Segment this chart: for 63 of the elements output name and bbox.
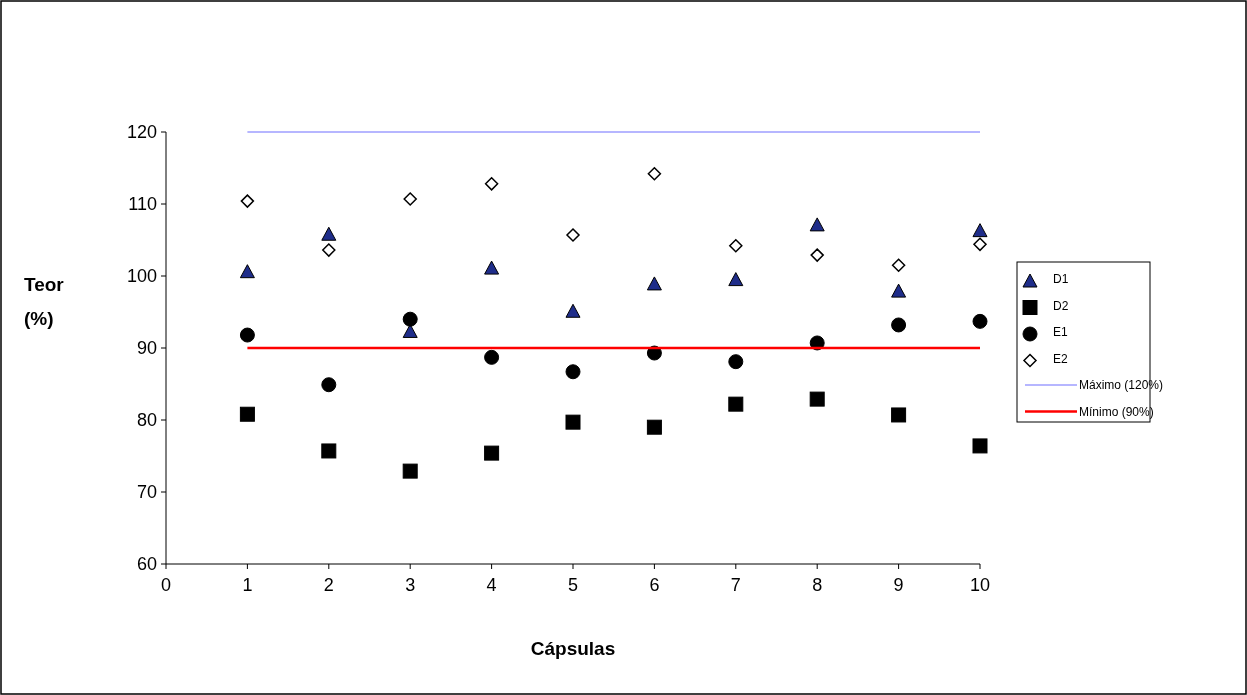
- point: [891, 258, 906, 272]
- point: [321, 377, 337, 393]
- x-tick-label: 8: [812, 575, 823, 595]
- point: [647, 167, 662, 181]
- point: [321, 443, 337, 459]
- point: [646, 419, 662, 435]
- x-tick-label: 3: [405, 575, 416, 595]
- legend-label: Máximo (120%): [1079, 378, 1164, 393]
- point: [565, 364, 581, 380]
- point: [484, 445, 500, 461]
- point: [728, 272, 744, 287]
- x-tick-label: 9: [893, 575, 904, 595]
- x-tick-label: 7: [730, 575, 741, 595]
- point: [810, 248, 824, 262]
- legend-label: D2: [1053, 298, 1069, 313]
- y-tick-label: 60: [136, 554, 157, 575]
- point: [484, 260, 500, 275]
- point: [646, 276, 662, 291]
- point: [891, 283, 907, 298]
- legend-label: E1: [1053, 325, 1068, 340]
- legend-label: D1: [1053, 272, 1069, 287]
- point: [240, 194, 255, 208]
- point: [402, 463, 418, 479]
- x-tick-label: 5: [567, 575, 579, 595]
- point: [565, 414, 581, 430]
- x-tick-label: 1: [242, 575, 253, 595]
- legend-label: Mínimo (90%): [1079, 404, 1154, 419]
- point: [484, 177, 499, 191]
- y-tick-label: 90: [136, 338, 157, 359]
- y-tick-label: 100: [126, 266, 157, 287]
- point: [891, 317, 907, 333]
- point: [565, 303, 581, 318]
- point: [972, 438, 988, 454]
- point: [239, 406, 255, 422]
- y-tick-label: 110: [128, 194, 157, 215]
- y-tick-label: 70: [136, 482, 157, 503]
- point: [973, 237, 987, 252]
- point: [728, 396, 744, 412]
- point: [809, 217, 825, 232]
- point: [972, 313, 988, 329]
- x-tick-label: 2: [323, 575, 334, 595]
- x-tick-label: 6: [649, 575, 660, 595]
- point: [239, 327, 255, 343]
- legend-label: E2: [1053, 351, 1068, 366]
- x-tick-label: 10: [969, 575, 991, 595]
- point: [321, 226, 337, 241]
- point: [402, 311, 418, 327]
- point: [809, 391, 825, 407]
- x-tick-label: 0: [160, 575, 172, 595]
- point: [728, 354, 744, 370]
- y-tick-label: 120: [126, 122, 157, 143]
- point: [972, 223, 988, 238]
- point: [403, 192, 417, 206]
- point: [729, 239, 743, 253]
- point: [322, 243, 336, 257]
- point: [566, 228, 580, 242]
- point: [891, 407, 907, 423]
- y-tick-label: 80: [136, 410, 157, 431]
- point: [484, 349, 500, 365]
- y-axis-title: Teor (%): [24, 274, 65, 329]
- x-tick-label: 4: [486, 575, 497, 595]
- point: [239, 264, 255, 279]
- x-axis-title: Cápsulas: [530, 638, 616, 659]
